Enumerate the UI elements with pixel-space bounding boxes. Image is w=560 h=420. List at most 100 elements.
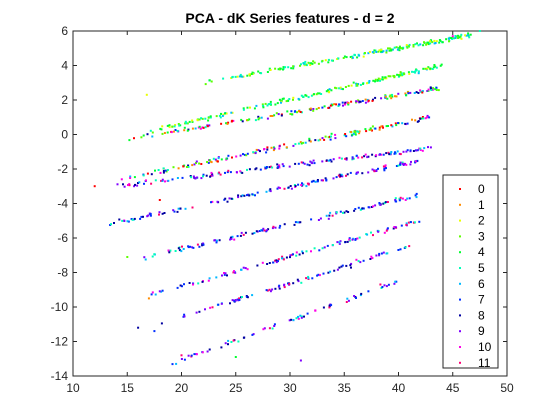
scatter-point (308, 137, 311, 140)
scatter-point (254, 119, 257, 122)
scatter-point (146, 172, 149, 175)
scatter-point (394, 199, 397, 201)
scatter-point (272, 149, 275, 152)
scatter-point (387, 75, 390, 78)
scatter-point (372, 79, 375, 82)
scatter-point (133, 176, 136, 179)
scatter-point (385, 77, 388, 80)
scatter-point (272, 225, 275, 228)
scatter-point (201, 280, 204, 283)
scatter-point (393, 75, 396, 78)
scatter-point (227, 121, 230, 124)
scatter-point (292, 96, 295, 99)
scatter-point (405, 150, 408, 153)
scatter-point (401, 47, 404, 50)
scatter-point (391, 95, 394, 98)
scatter-point (238, 75, 241, 78)
scatter-point (338, 156, 341, 159)
scatter-point (408, 245, 411, 248)
scatter-point (361, 207, 364, 210)
scatter-point (352, 132, 355, 135)
scatter-point (314, 309, 317, 312)
scatter-point (190, 354, 193, 357)
legend-label: 6 (478, 277, 485, 291)
scatter-point (207, 279, 210, 282)
scatter-point (300, 281, 303, 284)
scatter-point (343, 211, 346, 214)
scatter-point (468, 36, 471, 39)
scatter-point (176, 286, 179, 289)
scatter-point (225, 112, 228, 115)
y-tick-label: 0 (61, 128, 68, 142)
scatter-point (457, 36, 459, 39)
scatter-point (221, 114, 224, 117)
scatter-point (319, 138, 322, 141)
scatter-point (278, 226, 281, 229)
scatter-point (327, 89, 329, 92)
scatter-point (347, 299, 350, 302)
scatter-point (300, 111, 303, 114)
scatter-point (254, 152, 257, 155)
scatter-point (268, 67, 271, 70)
scatter-point (161, 289, 164, 292)
scatter-point (380, 153, 383, 156)
scatter-point (290, 187, 293, 190)
scatter-point (306, 163, 309, 166)
scatter-point (237, 340, 240, 343)
scatter-point (328, 304, 331, 307)
scatter-point (334, 133, 337, 136)
scatter-point (122, 183, 124, 186)
legend-marker (459, 203, 461, 206)
scatter-point (239, 170, 242, 173)
scatter-point (321, 247, 324, 250)
y-tick-label: -14 (51, 369, 69, 383)
scatter-point (332, 177, 335, 180)
scatter-point (302, 183, 305, 186)
scatter-point (334, 86, 336, 89)
scatter-point (123, 185, 126, 188)
scatter-point (202, 243, 205, 246)
scatter-point (126, 220, 129, 223)
scatter-point (231, 111, 234, 114)
scatter-point (364, 52, 366, 54)
scatter-point (440, 63, 443, 66)
scatter-point (251, 294, 254, 297)
scatter-point (143, 256, 146, 259)
scatter-point (254, 168, 257, 171)
scatter-point (145, 179, 147, 182)
scatter-point (344, 101, 347, 104)
scatter-point (301, 315, 303, 318)
scatter-point (201, 351, 204, 354)
scatter-point (405, 222, 408, 225)
scatter-point (375, 170, 378, 172)
scatter-point (265, 151, 268, 154)
scatter-point (292, 253, 294, 256)
scatter-point (363, 155, 366, 158)
scatter-point (458, 36, 461, 39)
scatter-point (381, 76, 384, 79)
scatter-point (310, 62, 313, 65)
scatter-point (336, 241, 339, 244)
scatter-point (384, 164, 387, 167)
scatter-point (230, 111, 233, 114)
scatter-point (277, 260, 279, 263)
scatter-point (200, 117, 203, 120)
scatter-point (294, 143, 297, 146)
scatter-point (383, 231, 386, 234)
scatter-point (244, 267, 247, 270)
scatter-point (418, 147, 421, 150)
scatter-point (305, 250, 308, 253)
scatter-point (338, 87, 341, 90)
scatter-point (206, 125, 209, 128)
scatter-point (318, 249, 321, 252)
scatter-point (177, 123, 180, 125)
scatter-point (378, 49, 381, 52)
scatter-point (118, 218, 121, 221)
scatter-point (385, 49, 388, 52)
scatter-point (201, 244, 204, 247)
scatter-point (419, 149, 422, 151)
scatter-point (128, 183, 131, 186)
scatter-point (395, 46, 398, 49)
scatter-point (189, 245, 192, 248)
